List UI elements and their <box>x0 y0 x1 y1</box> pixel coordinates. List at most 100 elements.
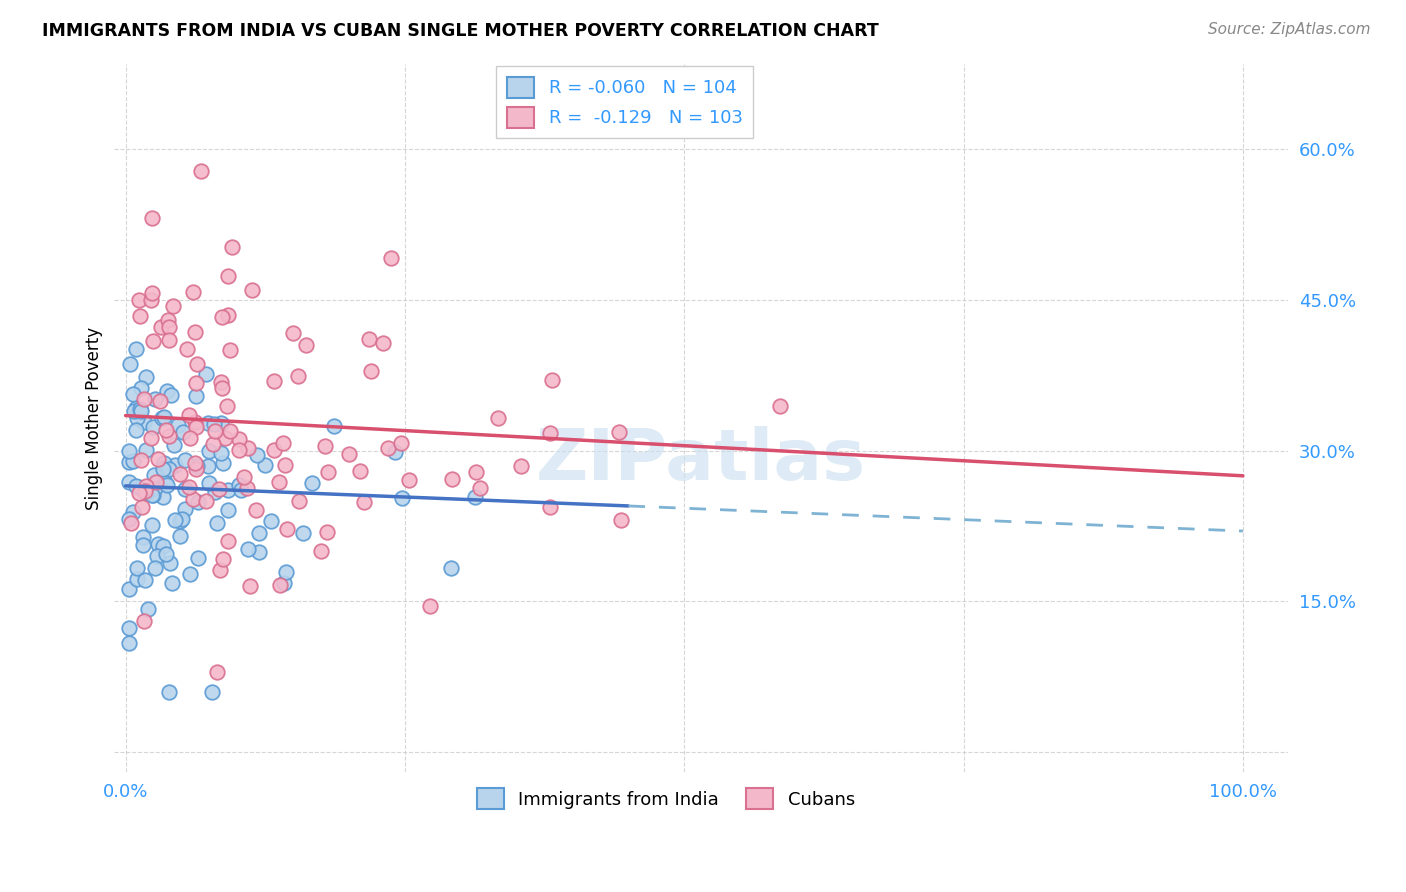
Legend: Immigrants from India, Cubans: Immigrants from India, Cubans <box>470 780 862 816</box>
Point <box>169 467 191 481</box>
Point <box>212 552 235 566</box>
Point <box>143 561 166 575</box>
Point <box>207 665 229 679</box>
Point <box>360 363 382 377</box>
Point <box>184 461 207 475</box>
Point <box>132 531 155 545</box>
Point <box>283 326 305 341</box>
Point <box>353 494 375 508</box>
Text: ZIPatlas: ZIPatlas <box>536 426 866 495</box>
Y-axis label: Single Mother Poverty: Single Mother Poverty <box>86 326 103 509</box>
Point <box>217 534 239 549</box>
Point <box>287 369 309 384</box>
Point <box>349 464 371 478</box>
Point <box>142 334 165 348</box>
Point <box>146 549 169 564</box>
Point <box>184 456 207 470</box>
Point <box>146 451 169 466</box>
Point <box>167 417 190 432</box>
Point <box>231 483 253 497</box>
Point <box>118 511 141 525</box>
Point <box>263 374 285 388</box>
Point <box>198 476 221 491</box>
Point <box>141 211 163 226</box>
Point <box>142 419 165 434</box>
Point <box>301 476 323 491</box>
Point <box>145 475 167 489</box>
Point <box>132 538 155 552</box>
Point <box>165 513 187 527</box>
Point <box>184 415 207 429</box>
Point <box>122 453 145 467</box>
Point <box>288 493 311 508</box>
Point <box>187 550 209 565</box>
Point <box>134 415 156 429</box>
Point <box>139 431 162 445</box>
Point <box>295 338 318 352</box>
Point <box>217 308 239 322</box>
Point <box>143 468 166 483</box>
Point <box>253 458 276 473</box>
Point <box>162 576 184 591</box>
Point <box>486 411 509 425</box>
Point <box>208 482 231 496</box>
Point <box>464 490 486 504</box>
Point <box>136 601 159 615</box>
Point <box>159 388 181 402</box>
Point <box>121 387 143 401</box>
Point <box>242 284 264 298</box>
Point <box>135 486 157 500</box>
Point <box>186 420 208 434</box>
Point <box>211 381 233 395</box>
Point <box>157 462 180 476</box>
Point <box>541 373 564 387</box>
Point <box>169 529 191 543</box>
Point <box>134 484 156 499</box>
Point <box>134 574 156 588</box>
Point <box>267 475 290 490</box>
Point <box>247 545 270 559</box>
Point <box>219 424 242 438</box>
Point <box>118 582 141 596</box>
Point <box>186 459 208 474</box>
Point <box>609 513 631 527</box>
Point <box>271 435 294 450</box>
Point <box>195 494 218 508</box>
Point <box>769 399 792 413</box>
Point <box>143 481 166 495</box>
Point <box>141 517 163 532</box>
Point <box>509 458 531 473</box>
Point <box>260 514 283 528</box>
Point <box>292 525 315 540</box>
Point <box>128 401 150 416</box>
Point <box>118 475 141 489</box>
Point <box>181 285 204 299</box>
Point <box>217 269 239 284</box>
Point <box>152 456 174 470</box>
Point <box>269 578 291 592</box>
Point <box>156 477 179 491</box>
Point <box>157 684 180 698</box>
Point <box>118 621 141 635</box>
Point <box>239 579 262 593</box>
Point <box>149 393 172 408</box>
Point <box>315 524 337 539</box>
Point <box>135 479 157 493</box>
Point <box>141 286 163 301</box>
Point <box>146 537 169 551</box>
Point <box>172 425 194 440</box>
Point <box>607 425 630 440</box>
Point <box>179 480 201 494</box>
Point <box>127 480 149 494</box>
Point <box>274 458 297 472</box>
Point <box>152 462 174 476</box>
Text: IMMIGRANTS FROM INDIA VS CUBAN SINGLE MOTHER POVERTY CORRELATION CHART: IMMIGRANTS FROM INDIA VS CUBAN SINGLE MO… <box>42 22 879 40</box>
Point <box>155 424 177 438</box>
Point <box>143 392 166 407</box>
Point <box>538 500 561 514</box>
Point <box>122 403 145 417</box>
Point <box>131 500 153 515</box>
Point <box>263 443 285 458</box>
Point <box>245 503 267 517</box>
Point <box>159 557 181 571</box>
